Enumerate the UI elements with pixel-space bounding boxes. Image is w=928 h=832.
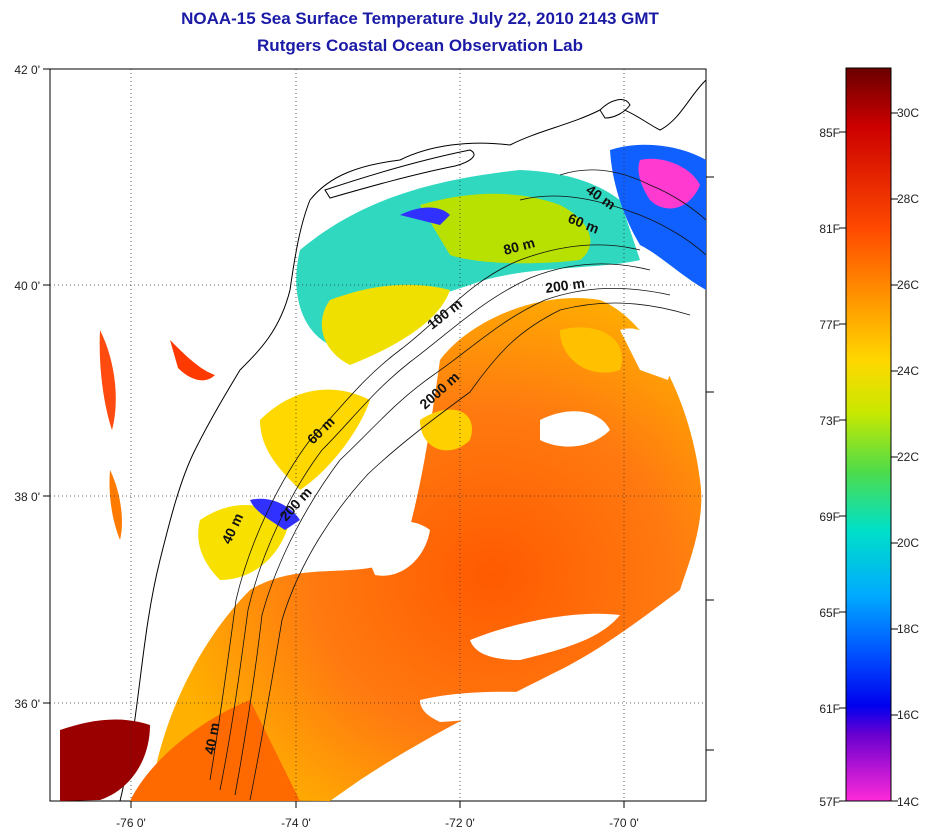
colorbar-c-30: 30C [897,106,919,120]
front-blue-2 [400,207,450,225]
colorbar-c-28: 28C [897,192,919,206]
coastal-patch [198,505,290,580]
cloud-gap-4 [540,411,610,447]
cloud-gap-3 [360,521,430,576]
cloud-patch-east [620,328,670,380]
delaware-bay [170,340,215,381]
colorbar-c-24: 24C [897,364,919,378]
green-patch [420,193,591,264]
colorbar-f-81: 81F [819,222,840,236]
colorbar-f-77: 77F [819,318,840,332]
lat-label-40: 40 0' [14,279,40,293]
long-island [324,149,475,199]
lon-label-76: -76 0' [116,816,146,830]
cape-cod [599,99,631,119]
contour-label-80m: 80 m [502,234,537,258]
colorbar-c-14: 14C [897,795,919,809]
cloud-gap-1 [470,613,620,660]
colorbar-c-18: 18C [897,622,919,636]
colorbar-c-20: 20C [897,536,919,550]
isobath-contours [209,169,706,801]
chesapeake-lower [109,470,122,540]
lon-label-74: -74 0' [281,816,311,830]
chesapeake-upper [99,330,116,430]
sst-field [50,69,706,801]
lat-label-42: 42 0' [14,63,40,77]
map-title: NOAA-15 Sea Surface Temperature July 22,… [181,9,659,28]
colorbar-ticks [839,112,898,802]
colorbar-c-16: 16C [897,708,919,722]
colorbar-f-69: 69F [819,510,840,524]
lat-label-36: 36 0' [14,697,40,711]
axis-ticks [43,68,714,808]
contour-label-200m-ne: 200 m [544,275,586,296]
colorbar-c-22: 22C [897,450,919,464]
colorbar [845,67,892,802]
map-subtitle: Rutgers Coastal Ocean Observation Lab [257,36,583,55]
lon-label-70: -70 0' [609,816,639,830]
lon-label-72: -72 0' [445,816,475,830]
contour-label-40m-south: 40 m [201,721,222,755]
front-blue-1 [250,498,300,530]
shelf-warm-patch [260,389,370,490]
lat-label-38: 38 0' [14,490,40,504]
coldest-patch [638,158,700,209]
colorbar-f-73: 73F [819,414,840,428]
colorbar-f-57: 57F [819,795,840,809]
yellow-patch [321,284,450,365]
graticule [50,69,706,801]
warm-eddy-2 [560,327,622,373]
colorbar-c-26: 26C [897,278,919,292]
colorbar-f-85: 85F [819,126,840,140]
pamlico-sound [60,719,150,801]
cloud-gap-2 [420,691,560,722]
colorbar-f-65: 65F [819,606,840,620]
colorbar-f-61: 61F [819,702,840,716]
